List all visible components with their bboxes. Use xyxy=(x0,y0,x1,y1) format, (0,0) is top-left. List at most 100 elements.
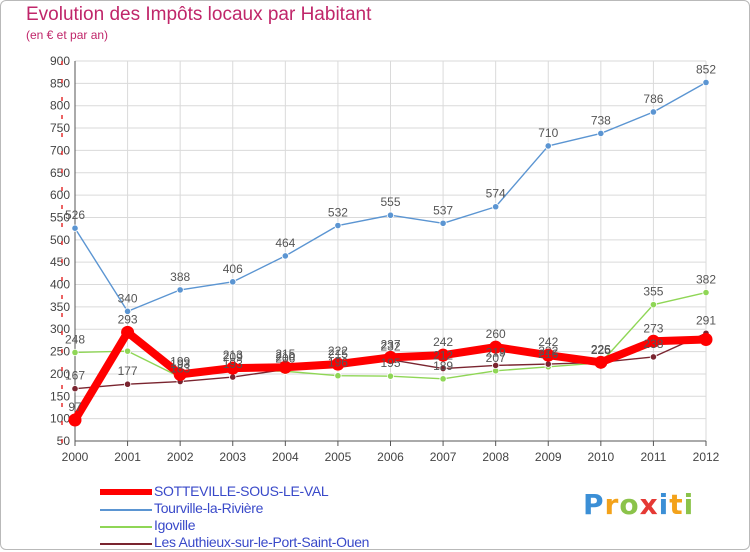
data-label-tourville-la-rivi-re-2012: 852 xyxy=(696,62,716,76)
data-label-sotteville-sous-le-val-2006: 237 xyxy=(380,337,400,351)
point-sotteville-sous-le-val-2008 xyxy=(489,340,503,354)
legend-label-tourville: Tourville-la-Rivière xyxy=(154,500,264,516)
data-label-sotteville-sous-le-val-2005: 222 xyxy=(328,344,348,358)
x-tick-label-2003: 2003 xyxy=(219,450,246,464)
point-tourville-la-rivi-re-2000 xyxy=(71,224,79,232)
legend-swatch-tourville xyxy=(100,509,152,511)
data-label-tourville-la-rivi-re-2010: 738 xyxy=(591,113,611,127)
data-label-igoville-2012: 382 xyxy=(696,273,716,287)
data-label-les-authieux-sur-le-port-saint-ouen-2004: 210 xyxy=(275,349,295,363)
point-tourville-la-rivi-re-2007 xyxy=(439,219,447,227)
logo-letter: o xyxy=(619,488,640,521)
data-label-tourville-la-rivi-re-2005: 532 xyxy=(328,206,348,220)
logo-letter: i xyxy=(683,488,695,521)
x-tick-label-2012: 2012 xyxy=(693,450,720,464)
point-les-authieux-sur-le-port-saint-ouen-2007 xyxy=(439,364,447,373)
y-tick-label-300: 300 xyxy=(50,322,70,336)
point-sotteville-sous-le-val-2005 xyxy=(331,357,345,371)
y-tick-label-900: 900 xyxy=(50,54,70,68)
data-label-sotteville-sous-le-val-2009: 242 xyxy=(538,335,558,349)
data-label-tourville-la-rivi-re-2004: 464 xyxy=(275,236,295,250)
point-les-authieux-sur-le-port-saint-ouen-2000 xyxy=(71,385,79,393)
data-label-sotteville-sous-le-val-2007: 242 xyxy=(433,335,453,349)
point-igoville-2006 xyxy=(386,372,395,380)
x-tick-label-2010: 2010 xyxy=(587,450,614,464)
data-label-igoville-2010: 225 xyxy=(591,343,611,357)
point-igoville-2001 xyxy=(123,347,132,355)
logo-letter: x xyxy=(639,488,659,521)
y-tick-label-350: 350 xyxy=(50,300,70,314)
y-tick-label-400: 400 xyxy=(50,278,70,292)
point-tourville-la-rivi-re-2010 xyxy=(597,129,605,138)
data-label-tourville-la-rivi-re-2008: 574 xyxy=(486,187,506,201)
data-label-sotteville-sous-le-val-2003: 213 xyxy=(223,348,243,362)
point-sotteville-sous-le-val-2011 xyxy=(646,334,660,348)
point-tourville-la-rivi-re-2003 xyxy=(229,278,237,286)
data-label-les-authieux-sur-le-port-saint-ouen-2001: 177 xyxy=(118,364,138,378)
y-tick-label-800: 800 xyxy=(50,99,70,113)
point-les-authieux-sur-le-port-saint-ouen-2008 xyxy=(492,361,500,370)
logo-letter: t xyxy=(669,488,684,521)
data-label-sotteville-sous-le-val-2002: 199 xyxy=(170,354,190,368)
data-label-igoville-2000: 248 xyxy=(65,332,85,346)
point-tourville-la-rivi-re-2008 xyxy=(492,203,500,211)
y-tick-label-700: 700 xyxy=(50,143,70,157)
y-tick-label-500: 500 xyxy=(50,233,70,247)
data-label-les-authieux-sur-le-port-saint-ouen-2008: 219 xyxy=(486,345,506,359)
series-layer xyxy=(68,78,713,427)
data-label-igoville-2011: 355 xyxy=(643,285,663,299)
data-label-tourville-la-rivi-re-2007: 537 xyxy=(433,203,453,217)
data-label-tourville-la-rivi-re-2003: 406 xyxy=(223,262,243,276)
data-label-les-authieux-sur-le-port-saint-ouen-2006: 232 xyxy=(380,340,400,354)
point-sotteville-sous-le-val-2010 xyxy=(594,355,608,369)
y-tick-label-450: 450 xyxy=(50,255,70,269)
point-tourville-la-rivi-re-2011 xyxy=(649,108,658,116)
point-sotteville-sous-le-val-2007 xyxy=(436,348,450,362)
chart-subtitle: (en € et par an) xyxy=(26,28,109,42)
data-label-tourville-la-rivi-re-2009: 710 xyxy=(538,126,558,140)
data-label-les-authieux-sur-le-port-saint-ouen-2005: 215 xyxy=(328,347,348,361)
point-sotteville-sous-le-val-2000 xyxy=(68,413,82,427)
point-igoville-2007 xyxy=(439,375,447,383)
point-sotteville-sous-le-val-2003 xyxy=(226,361,240,375)
data-label-tourville-la-rivi-re-2006: 555 xyxy=(380,195,400,209)
data-label-les-authieux-sur-le-port-saint-ouen-2012: 291 xyxy=(696,313,716,327)
data-label-tourville-la-rivi-re-2002: 388 xyxy=(170,270,190,284)
data-label-les-authieux-sur-le-port-saint-ouen-2003: 193 xyxy=(223,357,243,371)
data-label-les-authieux-sur-le-port-saint-ouen-2009: 222 xyxy=(538,344,558,358)
y-tick-label-200: 200 xyxy=(50,367,70,381)
x-tick-label-2006: 2006 xyxy=(377,450,404,464)
x-tick-label-2004: 2004 xyxy=(272,450,299,464)
data-label-igoville-2005: 196 xyxy=(328,356,348,370)
data-label-sotteville-sous-le-val-2010: 226 xyxy=(591,342,611,356)
y-tick-label-100: 100 xyxy=(50,412,70,426)
axes: 50 100 150 200 250 300 350 400 450 500 550 600 650 70… xyxy=(50,54,720,464)
point-igoville-2000 xyxy=(71,348,79,357)
data-label-igoville-2008: 207 xyxy=(486,351,506,365)
y-tick-label-650: 650 xyxy=(50,166,70,180)
y-tick-label-150: 150 xyxy=(50,389,70,403)
legend-label-igoville: Igoville xyxy=(154,517,196,533)
legend-label-authieux: Les Authieux-sur-le-Port-Saint-Ouen xyxy=(154,534,370,550)
point-sotteville-sous-le-val-2009 xyxy=(541,348,555,362)
point-igoville-2012 xyxy=(702,288,710,297)
x-tick-label-2008: 2008 xyxy=(482,450,509,464)
data-label-igoville-2003: 209 xyxy=(223,350,243,364)
logo-letter: r xyxy=(604,488,620,521)
x-tick-label-2001: 2001 xyxy=(114,450,141,464)
data-label-sotteville-sous-le-val-2004: 215 xyxy=(275,347,295,361)
point-tourville-la-rivi-re-2005 xyxy=(334,221,342,230)
logo-letter: P xyxy=(583,488,605,521)
y-tick-label-250: 250 xyxy=(50,345,70,359)
point-tourville-la-rivi-re-2009 xyxy=(544,142,552,150)
x-tick-label-2009: 2009 xyxy=(535,450,562,464)
data-label-les-authieux-sur-le-port-saint-ouen-2002: 183 xyxy=(170,362,190,376)
y-tick-label-550: 550 xyxy=(50,210,70,224)
point-tourville-la-rivi-re-2004 xyxy=(281,252,289,260)
grid xyxy=(74,60,707,442)
point-les-authieux-sur-le-port-saint-ouen-2009 xyxy=(544,360,552,368)
data-label-igoville-2007: 189 xyxy=(433,359,453,373)
